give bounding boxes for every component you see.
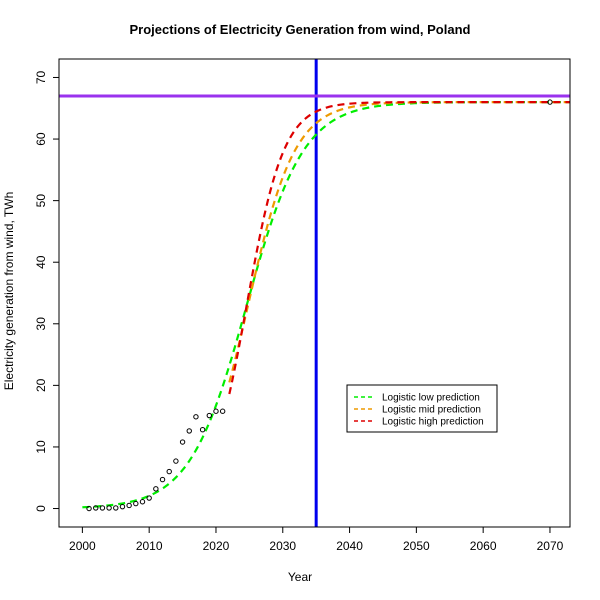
x-tick-label: 2040: [336, 539, 363, 553]
observed-point: [186, 428, 192, 434]
y-tick-label: 50: [34, 194, 48, 208]
observed-point: [199, 427, 206, 433]
observed-point: [86, 505, 92, 512]
legend-label-1: Logistic low prediction: [382, 393, 480, 404]
observed-point: [106, 505, 112, 511]
y-tick-label: 30: [34, 317, 48, 331]
legend-label-3: Logistic high prediction: [382, 417, 484, 428]
observed-point: [206, 412, 212, 419]
x-tick-label: 2050: [403, 539, 430, 553]
observed-point: [119, 503, 126, 510]
observed-point: [133, 500, 139, 507]
x-tick-label: 2010: [136, 539, 163, 553]
observed-point: [93, 505, 99, 511]
x-axis-label: Year: [287, 570, 313, 584]
observed-point: [179, 439, 186, 445]
observed-point: [547, 99, 553, 105]
y-tick-label: 0: [34, 505, 48, 512]
observed-point: [126, 502, 132, 509]
series-line-3: [228, 101, 570, 395]
observed-point: [173, 458, 179, 464]
observed-point: [159, 476, 166, 483]
observed-point: [219, 408, 226, 414]
legend-label-2: Logistic mid prediction: [382, 405, 481, 416]
observed-point: [193, 414, 199, 420]
y-tick-label: 10: [34, 440, 48, 454]
observed-point: [139, 499, 146, 505]
observed-point: [113, 505, 119, 511]
plot-frame: [58, 58, 571, 528]
series-line-2: [228, 101, 570, 383]
observed-point: [146, 495, 152, 501]
x-tick-label: 2000: [69, 539, 96, 553]
y-tick-label: 40: [34, 255, 48, 269]
y-tick-label: 20: [34, 378, 48, 392]
observed-point: [213, 408, 219, 414]
observed-point: [153, 486, 159, 492]
series-line-1: [82, 101, 570, 509]
x-tick-label: 2070: [537, 539, 564, 553]
x-tick-label: 2060: [470, 539, 497, 553]
chart-title: Projections of Electricity Generation fr…: [129, 22, 471, 37]
y-tick-label: 60: [34, 132, 48, 146]
y-tick-label: 70: [34, 70, 48, 84]
observed-point: [99, 505, 106, 511]
x-tick-label: 2020: [203, 539, 230, 553]
x-tick-label: 2030: [269, 539, 296, 553]
observed-point: [166, 468, 172, 475]
